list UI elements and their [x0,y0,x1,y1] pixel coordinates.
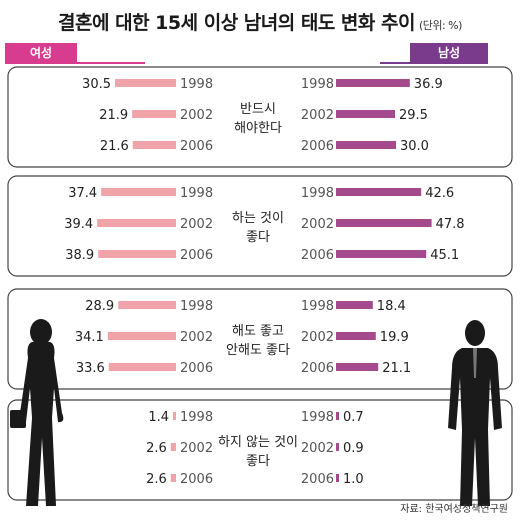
female-bar [97,219,176,227]
female-year-label: 1998 [180,77,213,92]
group-label: 좋다 [246,230,270,245]
male-year-label: 1998 [301,77,334,92]
male-year-label: 2002 [301,441,334,456]
female-value-label: 2.6 [146,441,167,456]
female-year-label: 2006 [180,361,213,376]
female-year-label: 2002 [180,108,213,123]
male-value-label: 18.4 [377,299,406,314]
male-year-label: 2006 [301,248,334,263]
male-bar [336,141,396,149]
group-label: 하는 것이 [232,211,284,226]
female-value-label: 21.9 [99,108,128,123]
male-bar [336,110,395,118]
female-year-label: 2006 [180,248,213,263]
male-value-label: 30.0 [400,139,429,154]
woman-silhouette-icon [10,319,64,506]
legend-male: 남성 [410,43,488,63]
male-bar [336,363,379,371]
male-value-label: 42.6 [425,186,454,201]
male-value-label: 0.7 [343,410,364,425]
male-value-label: 47.8 [436,217,465,232]
male-value-label: 1.0 [343,472,364,487]
female-year-label: 2006 [180,472,213,487]
group-box [7,399,513,501]
female-value-label: 37.4 [68,186,97,201]
female-bar [118,301,176,309]
female-value-label: 34.1 [75,330,104,345]
female-bar [101,188,176,196]
female-value-label: 1.4 [148,410,169,425]
female-value-label: 28.9 [85,299,114,314]
male-value-label: 19.9 [380,330,409,345]
man-silhouette-icon [448,320,502,506]
male-bar [336,301,373,309]
female-bar [132,141,176,149]
title-text: 결혼에 대한 15세 이상 남녀의 태도 변화 추이 [58,12,415,34]
male-value-label: 0.9 [343,441,364,456]
group-label: 반드시 [240,102,276,117]
female-bar [170,443,176,451]
male-bar [336,332,376,340]
female-year-label: 2002 [180,330,213,345]
male-bar [336,188,422,196]
male-year-label: 2002 [301,108,334,123]
group-label: 좋다 [246,454,270,469]
female-year-label: 2002 [180,441,213,456]
female-value-label: 38.9 [65,248,94,263]
male-bar [336,443,339,451]
female-value-label: 30.5 [82,77,111,92]
male-year-label: 2006 [301,472,334,487]
female-year-label: 1998 [180,410,213,425]
legend-female-line [5,62,145,64]
male-bar [336,412,339,420]
female-value-label: 21.6 [100,139,129,154]
male-year-label: 2006 [301,361,334,376]
female-bar [132,110,176,118]
female-bar [173,412,176,420]
legend-female: 여성 [5,43,77,63]
male-value-label: 29.5 [399,108,428,123]
male-year-label: 1998 [301,186,334,201]
female-bar [98,250,176,258]
female-value-label: 33.6 [76,361,105,376]
male-bar [336,474,339,482]
group-label: 해도 좋고 [232,324,284,339]
male-bar [336,219,432,227]
female-bar [108,363,176,371]
unit-label: (단위: %) [418,19,462,32]
group-label: 하지 않는 것이 [218,435,298,450]
male-value-label: 45.1 [430,248,459,263]
female-bar [107,332,176,340]
female-bar [170,474,176,482]
legend-male-line [380,62,488,64]
female-value-label: 2.6 [146,472,167,487]
male-bar [336,79,410,87]
female-value-label: 39.4 [64,217,93,232]
female-year-label: 1998 [180,299,213,314]
female-year-label: 2006 [180,139,213,154]
male-value-label: 36.9 [414,77,443,92]
chart-title: 결혼에 대한 15세 이상 남녀의 태도 변화 추이 (단위: %) [0,8,520,35]
female-year-label: 2002 [180,217,213,232]
male-year-label: 2006 [301,139,334,154]
group-label: 안해도 좋다 [226,343,290,358]
male-year-label: 1998 [301,410,334,425]
male-value-label: 21.1 [382,361,411,376]
male-bar [336,250,427,258]
female-year-label: 1998 [180,186,213,201]
male-year-label: 1998 [301,299,334,314]
male-year-label: 2002 [301,217,334,232]
female-bar [115,79,176,87]
source-note: 자료: 한국여성정책연구원 [400,504,508,515]
group-label: 해야한다 [234,121,282,136]
male-year-label: 2002 [301,330,334,345]
